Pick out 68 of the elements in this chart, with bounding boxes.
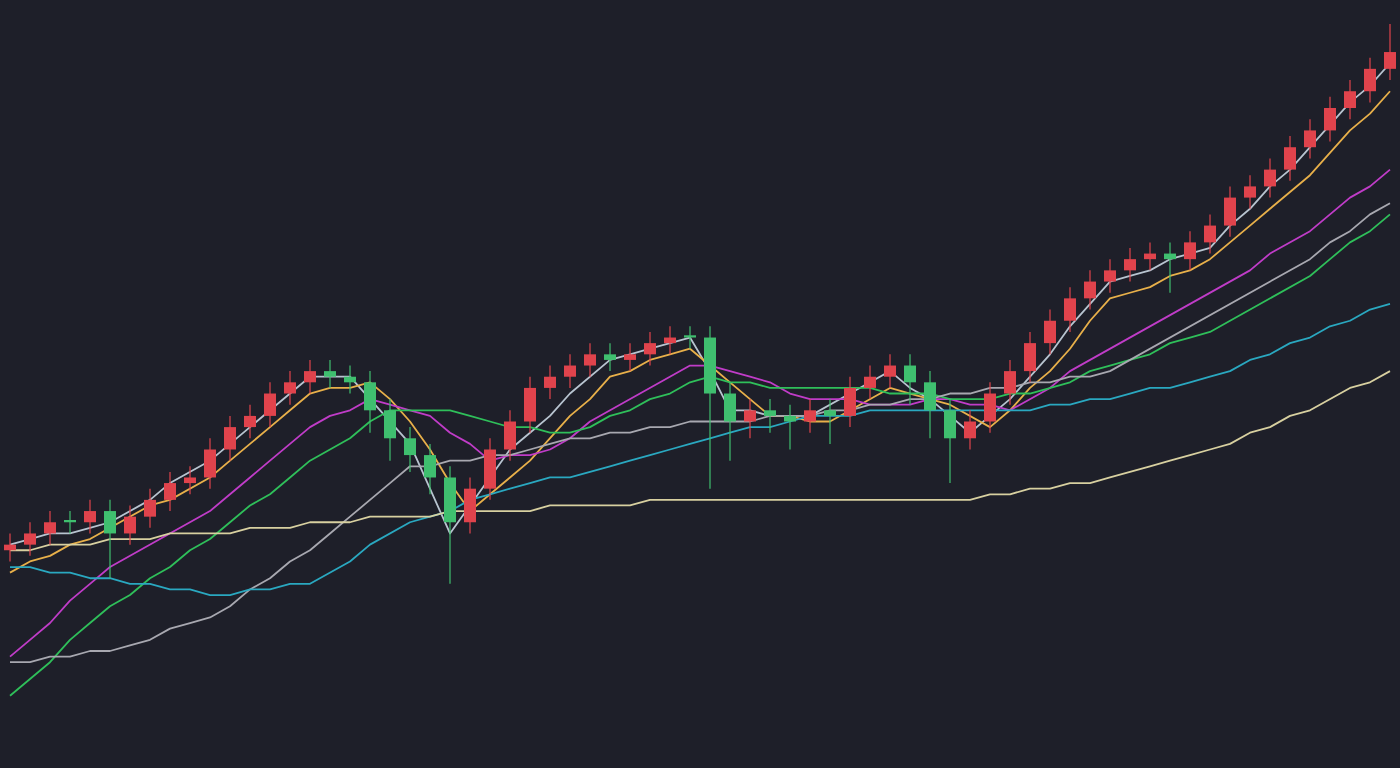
candlestick — [1184, 230, 1196, 271]
candlestick — [684, 325, 696, 350]
candlestick — [584, 342, 596, 378]
candlestick — [724, 381, 736, 462]
candlestick — [904, 353, 916, 406]
candlestick — [444, 465, 456, 585]
candlestick — [404, 426, 416, 473]
candlestick — [1324, 96, 1336, 143]
candlestick — [784, 404, 796, 451]
candlestick — [204, 437, 216, 490]
candlestick — [824, 398, 836, 445]
candlestick — [104, 499, 116, 579]
candlestick — [524, 376, 536, 434]
candlestick — [1024, 331, 1036, 383]
candlestick — [84, 499, 96, 535]
candlestick — [924, 370, 936, 439]
candlestick — [744, 398, 756, 439]
candlestick — [124, 504, 136, 546]
candlestick — [4, 532, 16, 563]
candlestick — [1144, 241, 1156, 271]
candlestick — [844, 376, 856, 428]
candlestick — [884, 353, 896, 389]
candlestick — [604, 342, 616, 372]
candlestick — [224, 415, 236, 462]
candlestick — [1384, 23, 1396, 81]
candlestick — [1344, 79, 1356, 120]
candlestick — [1284, 135, 1296, 182]
candlestick — [624, 342, 636, 372]
candlestick — [344, 364, 356, 395]
candlestick — [24, 521, 36, 557]
candlestick — [44, 510, 56, 546]
candlestick — [304, 359, 316, 395]
candlestick — [1084, 269, 1096, 311]
candlestick — [1204, 213, 1216, 255]
candlestick — [944, 398, 956, 484]
candlestick — [364, 370, 376, 434]
candlestick — [1304, 118, 1316, 160]
candlestick — [1264, 157, 1276, 199]
candlestick — [264, 381, 276, 428]
candlestick — [244, 404, 256, 439]
candlestick — [384, 398, 396, 462]
candlestick — [424, 443, 436, 495]
candlestick — [1224, 185, 1236, 238]
candlestick — [1044, 308, 1056, 355]
candlestick — [324, 359, 336, 389]
candlestick — [464, 476, 476, 535]
candlestick — [1364, 57, 1376, 104]
candlestick — [964, 409, 976, 451]
candlestick — [1164, 241, 1176, 294]
candlestick — [544, 364, 556, 400]
candlestick — [764, 398, 776, 434]
candlestick — [504, 409, 516, 462]
candlestick — [284, 370, 296, 406]
candlestick — [664, 325, 676, 355]
candlestick — [1064, 286, 1076, 333]
candlestick — [1124, 247, 1136, 283]
candlestick — [164, 471, 176, 512]
candlestick — [184, 465, 196, 495]
candlestick — [564, 353, 576, 389]
candlestick — [644, 331, 656, 367]
candlestick — [484, 437, 496, 501]
candlestick — [804, 398, 816, 434]
candlestick — [144, 488, 156, 529]
candlestick — [864, 364, 876, 400]
candlestick — [1244, 174, 1256, 210]
candlestick — [1104, 258, 1116, 294]
candlestick — [984, 381, 996, 434]
candlestick — [1004, 359, 1016, 406]
